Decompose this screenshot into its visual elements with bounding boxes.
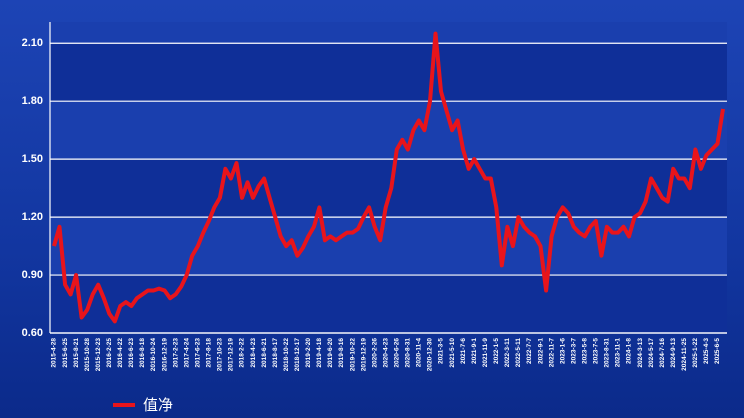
- x-tick-label: 2015-6-25: [62, 338, 69, 368]
- x-tick-label: 2020-12-30: [427, 338, 434, 372]
- x-tick-label: 2022-9-1: [537, 338, 544, 364]
- x-tick-label: 2021-5-10: [449, 338, 456, 368]
- x-tick-label: 2022-1-5: [493, 338, 500, 364]
- x-tick-label: 2015-10-28: [84, 338, 91, 372]
- x-tick-label: 2017-2-23: [172, 338, 179, 368]
- x-tick-label: 2018-4-23: [250, 338, 257, 368]
- y-tick-label: 0.90: [22, 269, 43, 281]
- x-tick-label: 2020-4-23: [382, 338, 389, 368]
- x-tick-label: 2018-6-21: [261, 338, 268, 368]
- x-tick-label: 2022-7-7: [526, 338, 533, 364]
- y-tick-label: 1.50: [22, 153, 43, 165]
- plot-band: [50, 22, 727, 44]
- x-tick-label: 2018-12-17: [294, 338, 301, 372]
- x-tick-label: 2023-5-8: [581, 338, 588, 364]
- x-tick-label: 2016-4-22: [117, 338, 124, 368]
- x-tick-label: 2023-1-6: [559, 338, 566, 364]
- x-tick-label: 2017-8-18: [206, 338, 213, 368]
- x-tick-label: 2020-11-4: [416, 338, 423, 368]
- x-tick-label: 2019-2-20: [305, 338, 312, 368]
- x-tick-label: 2024-3-13: [637, 338, 644, 368]
- x-tick-label: 2019-8-16: [338, 338, 345, 368]
- x-tick-label: 2025-1-22: [692, 338, 699, 368]
- plot-band: [50, 159, 727, 218]
- x-tick-label: 2024-1-8: [626, 338, 633, 364]
- x-tick-label: 2025-4-3: [703, 338, 710, 364]
- x-tick-label: 2024-5-17: [648, 338, 655, 368]
- x-tick-label: 2015-4-28: [51, 338, 58, 368]
- x-tick-label: 2017-12-19: [228, 338, 235, 372]
- x-tick-label: 2020-6-26: [394, 338, 401, 368]
- plot-band: [50, 101, 727, 160]
- x-tick-label: 2019-10-22: [349, 338, 356, 372]
- y-tick-label: 0.60: [22, 327, 43, 339]
- x-tick-label: 2021-3-5: [438, 338, 445, 364]
- series-line: [52, 31, 725, 324]
- x-tick-label: 2024-9-13: [670, 338, 677, 368]
- x-tick-label: 2023-11-1: [615, 338, 622, 368]
- x-tick-label: 2017-10-23: [217, 338, 224, 372]
- x-tick-label: 2018-8-17: [272, 338, 279, 368]
- x-tick-label: 2015-12-23: [95, 338, 102, 372]
- x-tick-label: 2016-8-18: [139, 338, 146, 368]
- plot-band: [50, 43, 727, 102]
- y-tick-label: 1.80: [22, 95, 43, 107]
- x-tick-label: 2020-8-31: [405, 338, 412, 368]
- x-tick-label: 2019-4-18: [316, 338, 323, 368]
- x-tick-label: 2017-4-24: [183, 338, 190, 368]
- x-tick-label: 2016-12-19: [161, 338, 168, 372]
- x-tick-label: 2023-8-31: [604, 338, 611, 368]
- x-tick-label: 2024-11-25: [681, 338, 688, 371]
- x-tick-label: 2016-2-25: [106, 338, 113, 368]
- y-tick-label: 2.10: [22, 37, 43, 49]
- x-tick-label: 2017-6-23: [194, 338, 201, 368]
- x-tick-label: 2023-7-5: [593, 338, 600, 364]
- x-tick-label: 2018-2-22: [239, 338, 246, 368]
- x-tick-label: 2021-11-9: [482, 338, 489, 368]
- x-tick-label: 2016-6-23: [128, 338, 135, 368]
- x-tick-label: 2019-12-19: [360, 338, 367, 372]
- plot-band: [50, 275, 727, 333]
- x-tick-label: 2022-11-7: [548, 338, 555, 368]
- x-tick-label: 2021-7-6: [460, 338, 467, 364]
- x-tick-label: 2023-3-7: [570, 338, 577, 364]
- y-tick-label: 1.20: [22, 211, 43, 223]
- x-tick-label: 2016-10-24: [150, 338, 157, 372]
- x-tick-label: 2018-10-22: [283, 338, 290, 372]
- x-tick-label: 2022-3-11: [504, 338, 511, 368]
- x-tick-label: 2024-7-16: [659, 338, 666, 368]
- x-tick-label: 2021-9-1: [471, 338, 478, 364]
- x-tick-label: 2022-5-11: [515, 338, 522, 368]
- x-tick-label: 2019-6-20: [327, 338, 334, 368]
- plot-band: [50, 217, 727, 276]
- x-tick-label: 2025-6-5: [714, 338, 721, 364]
- x-tick-label: 2015-8-21: [73, 338, 80, 368]
- x-tick-label: 2020-2-26: [371, 338, 378, 368]
- legend-label: 值净: [143, 397, 173, 414]
